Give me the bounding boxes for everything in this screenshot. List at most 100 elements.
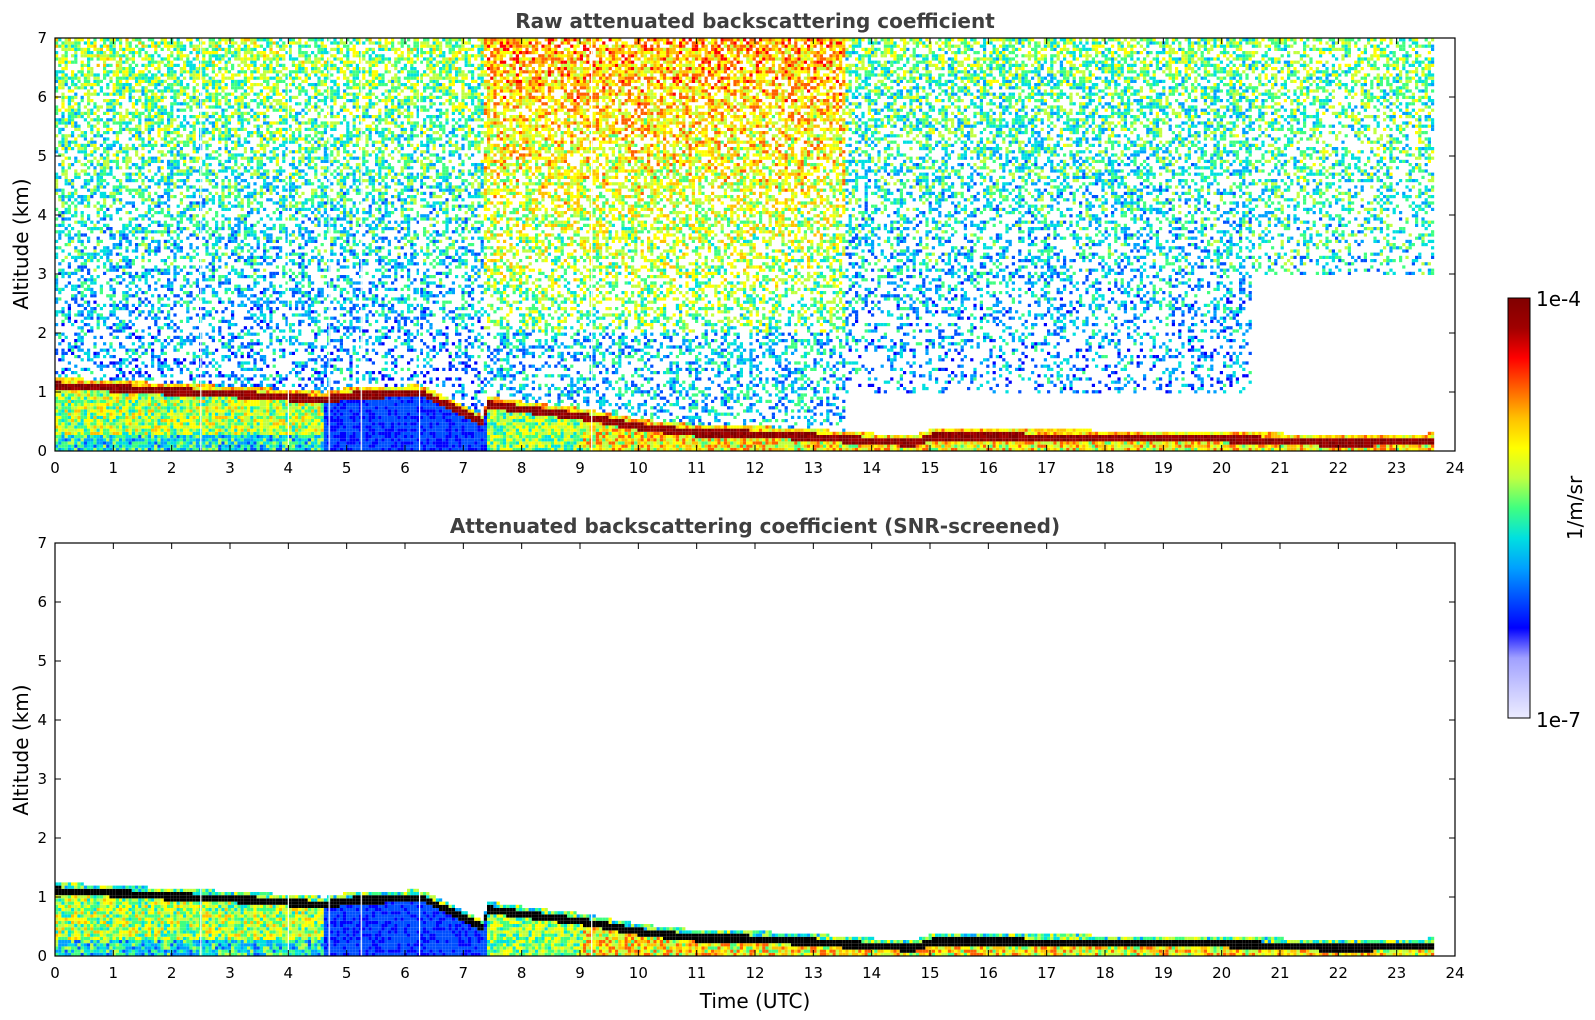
heatmap-cell [256,268,260,272]
heatmap-cell [99,396,103,400]
heatmap-cell [253,383,257,387]
heatmap-cell [160,310,164,314]
heatmap-cell [247,233,251,237]
heatmap-cell [189,246,193,250]
heatmap-cell [151,249,155,253]
heatmap-cell [170,54,174,58]
heatmap-cell [80,294,84,298]
heatmap-cell [234,108,238,112]
heatmap-cell [192,406,196,410]
heatmap-cell [179,255,183,259]
heatmap-cell [224,47,228,51]
heatmap-cell [74,297,78,301]
heatmap-cell [170,339,174,343]
heatmap-cell [163,140,167,144]
heatmap-cell [109,169,113,173]
heatmap-cell [173,131,177,135]
heatmap-cell [128,179,132,183]
heatmap-cell [96,275,100,279]
heatmap-cell [208,169,212,173]
heatmap-cell [128,387,132,391]
heatmap-cell [80,281,84,285]
heatmap-cell [112,396,116,400]
heatmap-cell [103,166,107,170]
heatmap-cell [167,60,171,64]
heatmap-cell [147,140,151,144]
heatmap-cell [119,361,123,365]
heatmap-cell [176,387,180,391]
heatmap-cell [83,281,87,285]
heatmap-cell [250,51,254,55]
heatmap-cell [141,252,145,256]
heatmap-cell [151,124,155,128]
heatmap-cell [186,63,190,67]
heatmap-cell [135,435,139,439]
heatmap-cell [163,316,167,320]
heatmap-cell [138,76,142,80]
heatmap-cell [176,204,180,208]
heatmap-cell [173,431,177,435]
heatmap-cell [189,393,193,397]
heatmap-cell [138,393,142,397]
heatmap-cell [96,447,100,451]
heatmap-cell [147,95,151,99]
heatmap-cell [144,291,148,295]
heatmap-cell [205,371,209,375]
heatmap-cell [109,79,113,83]
heatmap-cell [259,172,263,176]
heatmap-cell [87,380,91,384]
heatmap-cell [179,73,183,77]
heatmap-cell [106,249,110,253]
heatmap-cell [234,159,238,163]
heatmap-cell [163,73,167,77]
heatmap-cell [224,175,228,179]
heatmap-cell [122,297,126,301]
heatmap-cell [167,297,171,301]
heatmap-cell [131,425,135,429]
heatmap-cell [263,246,267,250]
heatmap-cell [103,223,107,227]
heatmap-cell [157,118,161,122]
heatmap-cell [234,422,238,426]
heatmap-cell [141,444,145,448]
heatmap-cell [138,438,142,442]
heatmap-cell [211,134,215,138]
heatmap-cell [183,422,187,426]
heatmap-cell [176,396,180,400]
heatmap-cell [77,143,81,147]
heatmap-cell [202,342,206,346]
heatmap-cell [77,303,81,307]
heatmap-cell [263,387,267,391]
heatmap-cell [112,236,116,240]
heatmap-cell [93,438,97,442]
heatmap-cell [67,412,71,416]
heatmap-cell [93,412,97,416]
heatmap-cell [237,252,241,256]
heatmap-cell [106,409,110,413]
heatmap-cell [96,419,100,423]
heatmap-cell [218,409,222,413]
heatmap-cell [58,447,62,451]
heatmap-cell [147,326,151,330]
heatmap-cell [122,387,126,391]
heatmap-cell [61,137,65,141]
heatmap-cell [64,374,68,378]
heatmap-cell [151,230,155,234]
heatmap-cell [67,156,71,160]
heatmap-cell [122,428,126,432]
heatmap-cell [240,188,244,192]
heatmap-cell [83,444,87,448]
heatmap-cell [231,435,235,439]
heatmap-cell [141,310,145,314]
heatmap-cell [74,137,78,141]
heatmap-cell [115,86,119,90]
heatmap-cell [67,447,71,451]
heatmap-cell [231,387,235,391]
heatmap-cell [211,265,215,269]
heatmap-cell [115,447,119,451]
heatmap-cell [135,428,139,432]
heatmap-cell [147,345,151,349]
heatmap-cell [125,271,129,275]
heatmap-cell [237,399,241,403]
heatmap-cell [147,195,151,199]
